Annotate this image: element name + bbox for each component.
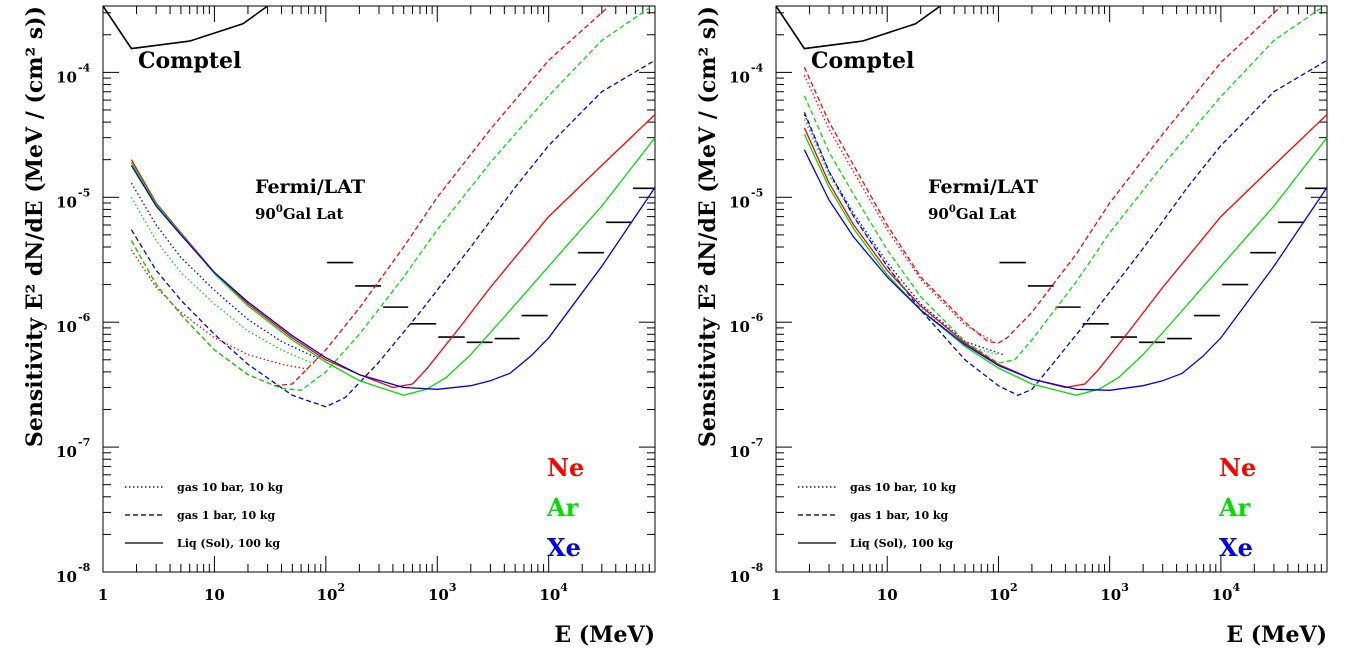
x-tick-label: 1 — [771, 586, 781, 604]
series-ar-dotted — [130, 196, 316, 365]
series-ne-dashed — [803, 6, 1282, 344]
legend-label-dotted: gas 10 bar, 10 kg — [177, 481, 283, 494]
legend-element-xe: Xe — [1219, 533, 1253, 562]
x-tick-label-exponent: 2 — [337, 581, 345, 594]
x-tick-label: 10 — [877, 586, 898, 604]
x-axis-title: E (MeV) — [1226, 622, 1327, 648]
series-ne-solid — [130, 114, 655, 389]
x-tick-label: 10 — [204, 586, 225, 604]
series-ar-dashed — [803, 6, 1325, 364]
x-tick-label: 102 — [317, 581, 346, 604]
series-ar-solid — [803, 133, 1327, 396]
comptel-curve — [103, 6, 269, 50]
legend-label-solid: Liq (Sol), 100 kg — [850, 537, 953, 550]
annotation-comptel: Comptel — [811, 48, 914, 74]
annotation-comptel: Comptel — [138, 48, 241, 74]
x-axis-title: E (MeV) — [554, 622, 655, 648]
x-tick-label: 1 — [98, 586, 108, 604]
annotation-fermi-lat: Fermi/LAT — [255, 176, 365, 198]
series-xe-solid — [130, 165, 655, 390]
annotation-fermi-lat: Fermi/LAT — [928, 176, 1038, 198]
comptel-curve — [776, 6, 941, 50]
annotation-fermi-lat-latitude: 900Gal Lat — [928, 204, 1017, 223]
legend-label-dotted: gas 10 bar, 10 kg — [850, 481, 956, 494]
x-tick-label-exponent: 4 — [1232, 581, 1240, 594]
y-tick-label: 10 — [729, 193, 750, 211]
series-xe-dashed — [803, 59, 1327, 396]
y-tick-label-exponent: -7 — [78, 436, 90, 449]
y-tick-label: 10 — [56, 568, 77, 586]
y-axis-title: Sensitivity E² dN/dE (MeV / (cm² s)) — [22, 6, 48, 447]
x-tick-label: 104 — [539, 581, 568, 604]
y-tick-label-exponent: -4 — [78, 61, 91, 74]
series-xe-solid — [803, 149, 1327, 391]
series-ne-dotted — [130, 249, 309, 370]
legend-element-ar: Ar — [1218, 493, 1251, 522]
y-tick-label-exponent: -8 — [751, 561, 764, 574]
x-tick-label-exponent: 4 — [560, 581, 568, 594]
series-ar-dotted — [803, 119, 999, 356]
series-ar-dashed — [130, 6, 653, 391]
legend-label-dashed: gas 1 bar, 10 kg — [177, 509, 276, 522]
legend-label-dashed: gas 1 bar, 10 kg — [850, 509, 949, 522]
x-tick-label: 103 — [428, 581, 457, 604]
series-xe-dotted — [803, 114, 1004, 356]
y-tick-label-exponent: -5 — [78, 186, 90, 199]
y-tick-label: 10 — [56, 193, 77, 211]
series-xe-dashed — [130, 59, 655, 408]
y-tick-label: 10 — [729, 68, 750, 86]
y-tick-label-exponent: -6 — [78, 311, 91, 324]
legend-element-xe: Xe — [547, 533, 581, 562]
y-tick-label: 10 — [56, 318, 77, 336]
y-tick-label-exponent: -6 — [751, 311, 764, 324]
y-tick-label: 10 — [729, 568, 750, 586]
legend-element-ne: Ne — [1219, 453, 1256, 482]
x-tick-label: 104 — [1212, 581, 1241, 604]
y-tick-label-exponent: -8 — [78, 561, 91, 574]
y-tick-label-exponent: -4 — [751, 61, 764, 74]
annotation-fermi-lat-latitude: 900Gal Lat — [255, 204, 344, 223]
x-tick-label: 102 — [989, 581, 1018, 604]
series-xe-dotted — [130, 182, 321, 361]
y-tick-label: 10 — [729, 443, 750, 461]
x-tick-label-exponent: 3 — [449, 581, 457, 594]
y-tick-label: 10 — [56, 68, 77, 86]
y-tick-label-exponent: -5 — [751, 186, 763, 199]
y-tick-label-exponent: -7 — [751, 436, 763, 449]
y-axis-title: Sensitivity E² dN/dE (MeV / (cm² s)) — [695, 6, 721, 447]
series-ne-solid — [803, 114, 1327, 389]
y-tick-label: 10 — [729, 318, 750, 336]
y-tick-label: 10 — [56, 443, 77, 461]
x-tick-label: 103 — [1100, 581, 1129, 604]
legend-element-ne: Ne — [547, 453, 584, 482]
legend-element-ar: Ar — [546, 493, 579, 522]
x-tick-label-exponent: 2 — [1010, 581, 1018, 594]
x-tick-label-exponent: 3 — [1121, 581, 1129, 594]
legend-label-solid: Liq (Sol), 100 kg — [177, 537, 280, 550]
